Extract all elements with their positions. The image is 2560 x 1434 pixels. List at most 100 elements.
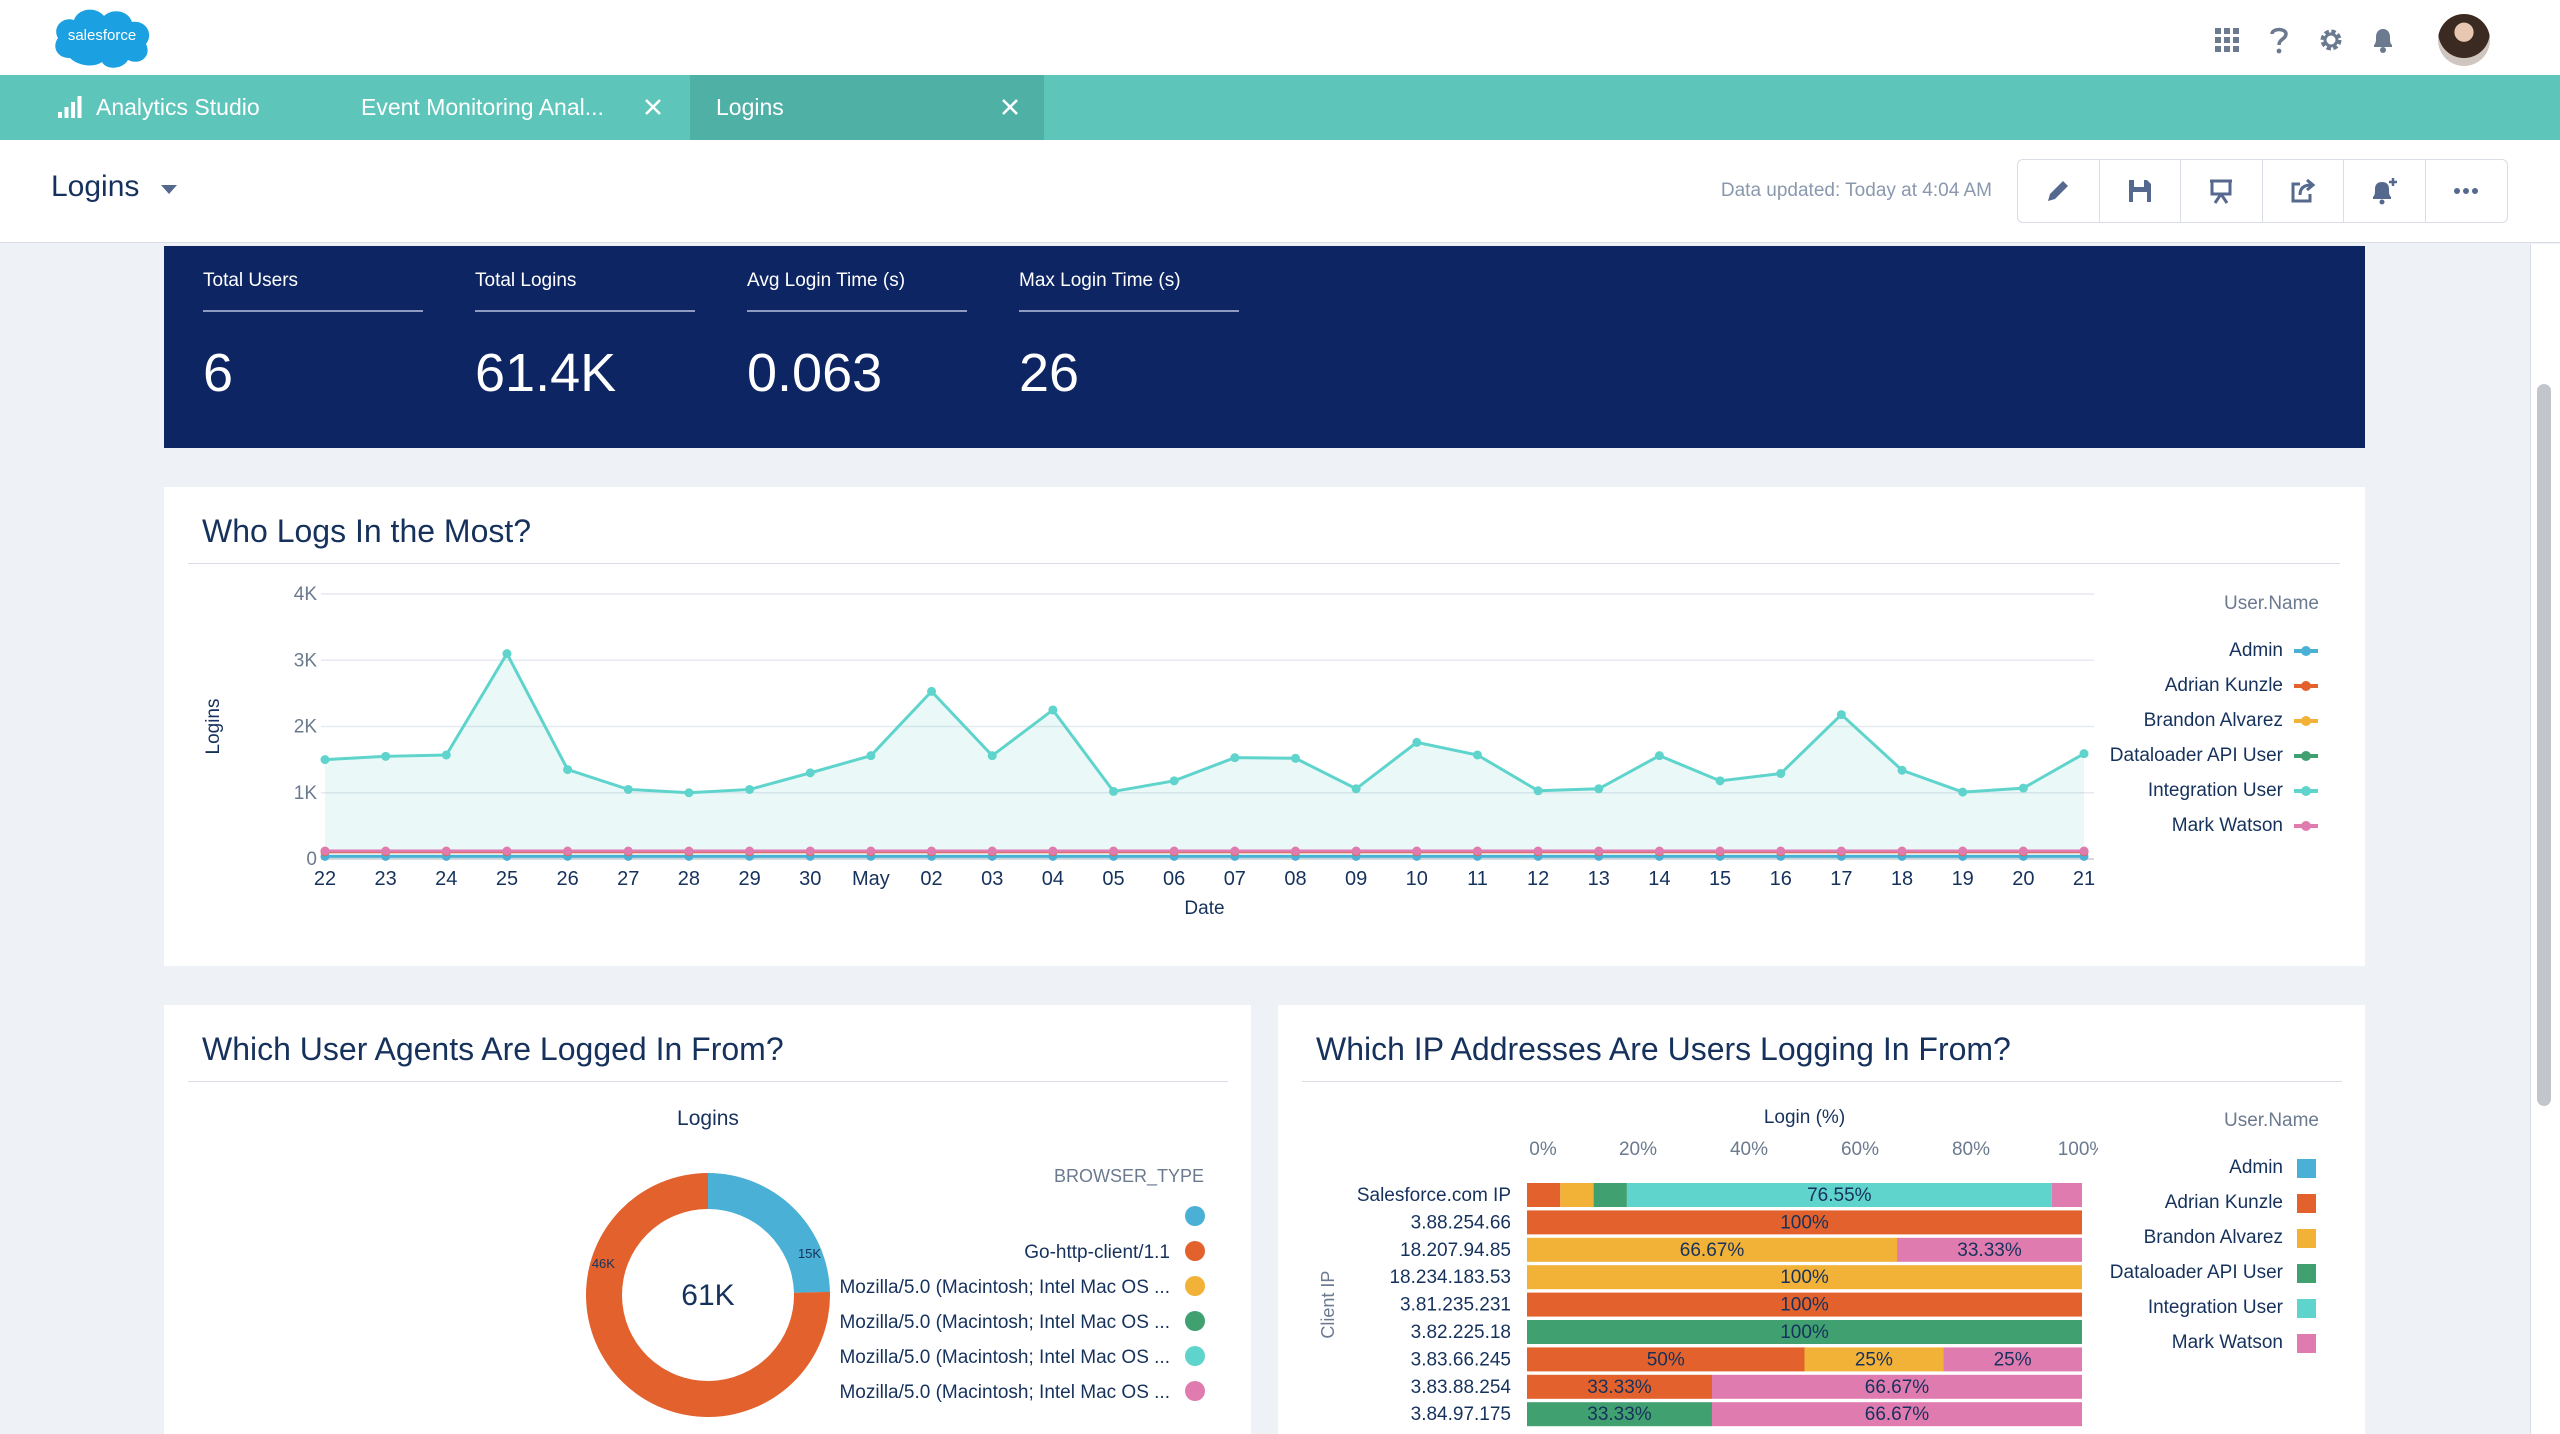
bar-segment[interactable]	[1527, 1320, 2082, 1344]
data-point[interactable]	[1533, 786, 1543, 796]
bar-segment[interactable]	[1527, 1347, 1805, 1372]
bar-segment[interactable]	[1943, 1347, 2082, 1372]
user-avatar[interactable]	[2438, 14, 2490, 66]
data-point[interactable]	[1472, 846, 1482, 856]
data-point[interactable]	[1169, 846, 1179, 856]
data-point[interactable]	[866, 846, 876, 856]
legend-item[interactable]: Dataloader API User	[2110, 738, 2319, 773]
bar-segment[interactable]	[1593, 1183, 1627, 1207]
data-point[interactable]	[1897, 846, 1907, 856]
logins-line-chart[interactable]: 0 1K 2K 3K 4K Logins Date 22 23 24 25 26 27 28 29 30 May…	[164, 577, 2124, 937]
data-point[interactable]	[684, 788, 694, 798]
legend-label[interactable]: Mozilla/5.0 (Macintosh; Intel Mac OS ...	[839, 1312, 1170, 1333]
data-point[interactable]	[1290, 753, 1300, 763]
data-point[interactable]	[805, 768, 815, 778]
share-button[interactable]	[2263, 160, 2344, 222]
data-point[interactable]	[1654, 751, 1664, 761]
ip-stacked-bar-chart[interactable]: Login (%) 0% 20% 40% 60% 80% 100% Client IP Sale…	[1278, 1085, 2098, 1434]
bar-segment[interactable]	[1897, 1237, 2082, 1262]
bar-segment[interactable]	[1527, 1265, 2082, 1290]
data-point[interactable]	[1836, 846, 1846, 856]
data-point[interactable]	[1351, 784, 1361, 794]
data-point[interactable]	[927, 846, 937, 856]
legend-item[interactable]: Mark Watson	[2110, 1325, 2319, 1360]
data-point[interactable]	[2018, 846, 2028, 856]
kpi-avg-login-time[interactable]: Avg Login Time (s) 0.063	[747, 270, 967, 404]
bar-segment[interactable]	[1711, 1374, 2082, 1399]
tab-logins[interactable]: Logins	[690, 75, 1044, 140]
data-point[interactable]	[502, 649, 512, 659]
present-button[interactable]	[2181, 160, 2263, 222]
bar-segment[interactable]	[1527, 1183, 1561, 1207]
data-point[interactable]	[1412, 737, 1422, 747]
data-point[interactable]	[2018, 783, 2028, 793]
bar-segment[interactable]	[1527, 1374, 1712, 1399]
tab-analytics-studio[interactable]: Analytics Studio	[0, 75, 333, 140]
data-point[interactable]	[1654, 846, 1664, 856]
data-point[interactable]	[987, 751, 997, 761]
data-point[interactable]	[1897, 765, 1907, 775]
data-point[interactable]	[381, 846, 391, 856]
data-point[interactable]	[320, 846, 330, 856]
kpi-total-users[interactable]: Total Users 6	[203, 270, 423, 404]
data-point[interactable]	[563, 846, 573, 856]
app-launcher-icon[interactable]	[2212, 25, 2242, 55]
data-point[interactable]	[1472, 750, 1482, 760]
scrollbar-thumb[interactable]	[2537, 384, 2551, 1106]
data-point[interactable]	[805, 846, 815, 856]
data-point[interactable]	[1836, 710, 1846, 720]
notification-bell-icon[interactable]	[2368, 25, 2398, 55]
bar-segment[interactable]	[2051, 1183, 2082, 1207]
legend-item[interactable]: Mark Watson	[2110, 808, 2319, 843]
data-point[interactable]	[502, 846, 512, 856]
legend-item[interactable]: Adrian Kunzle	[2110, 1185, 2319, 1220]
data-point[interactable]	[1776, 769, 1786, 779]
bar-segment[interactable]	[1560, 1183, 1594, 1207]
data-point[interactable]	[1715, 846, 1725, 856]
data-point[interactable]	[1048, 846, 1058, 856]
data-point[interactable]	[1533, 846, 1543, 856]
data-point[interactable]	[987, 846, 997, 856]
data-point[interactable]	[745, 846, 755, 856]
user-agent-donut-chart[interactable]: Logins 15K 46K 61K BROWSER_TYPE Go-http-clien…	[164, 1085, 1251, 1434]
kpi-max-login-time[interactable]: Max Login Time (s) 26	[1019, 270, 1239, 404]
save-button[interactable]	[2100, 160, 2181, 222]
tab-event-monitoring[interactable]: Event Monitoring Anal...	[337, 75, 687, 140]
data-point[interactable]	[441, 846, 451, 856]
gear-icon[interactable]	[2316, 25, 2346, 55]
data-point[interactable]	[623, 846, 633, 856]
close-tab-icon[interactable]	[996, 93, 1024, 121]
legend-item[interactable]: Admin	[2110, 633, 2319, 668]
kpi-total-logins[interactable]: Total Logins 61.4K	[475, 270, 695, 404]
data-point[interactable]	[1958, 846, 1968, 856]
data-point[interactable]	[381, 751, 391, 761]
series-line[interactable]	[324, 650, 2085, 795]
dashboard-title-menu[interactable]: Logins	[51, 170, 178, 204]
legend-label[interactable]: Mozilla/5.0 (Macintosh; Intel Mac OS ...	[839, 1382, 1170, 1403]
data-point[interactable]	[441, 750, 451, 760]
data-point[interactable]	[1290, 846, 1300, 856]
bar-segment[interactable]	[1527, 1292, 2082, 1317]
legend-item[interactable]: Brandon Alvarez	[2110, 1220, 2319, 1255]
legend-item[interactable]: Dataloader API User	[2110, 1255, 2319, 1290]
donut-slice[interactable]	[585, 1173, 830, 1417]
subscribe-button[interactable]	[2344, 160, 2426, 222]
legend-label[interactable]: Go-http-client/1.1	[1024, 1242, 1170, 1263]
data-point[interactable]	[2079, 749, 2089, 759]
legend-label[interactable]: Mozilla/5.0 (Macintosh; Intel Mac OS ...	[839, 1277, 1170, 1298]
bar-segment[interactable]	[1804, 1347, 1944, 1372]
bar-segment[interactable]	[1527, 1402, 1712, 1427]
more-actions-button[interactable]	[2426, 160, 2508, 222]
data-point[interactable]	[1594, 846, 1604, 856]
bar-segment[interactable]	[1626, 1183, 2052, 1207]
data-point[interactable]	[623, 784, 633, 794]
data-point[interactable]	[1776, 846, 1786, 856]
chevron-down-icon[interactable]	[161, 184, 178, 194]
data-point[interactable]	[866, 751, 876, 761]
legend-label[interactable]: Mozilla/5.0 (Macintosh; Intel Mac OS ...	[839, 1347, 1170, 1368]
legend-item[interactable]: Integration User	[2110, 773, 2319, 808]
data-point[interactable]	[1169, 776, 1179, 786]
legend-item[interactable]: Brandon Alvarez	[2110, 703, 2319, 738]
data-point[interactable]	[1109, 786, 1119, 796]
data-point[interactable]	[745, 784, 755, 794]
